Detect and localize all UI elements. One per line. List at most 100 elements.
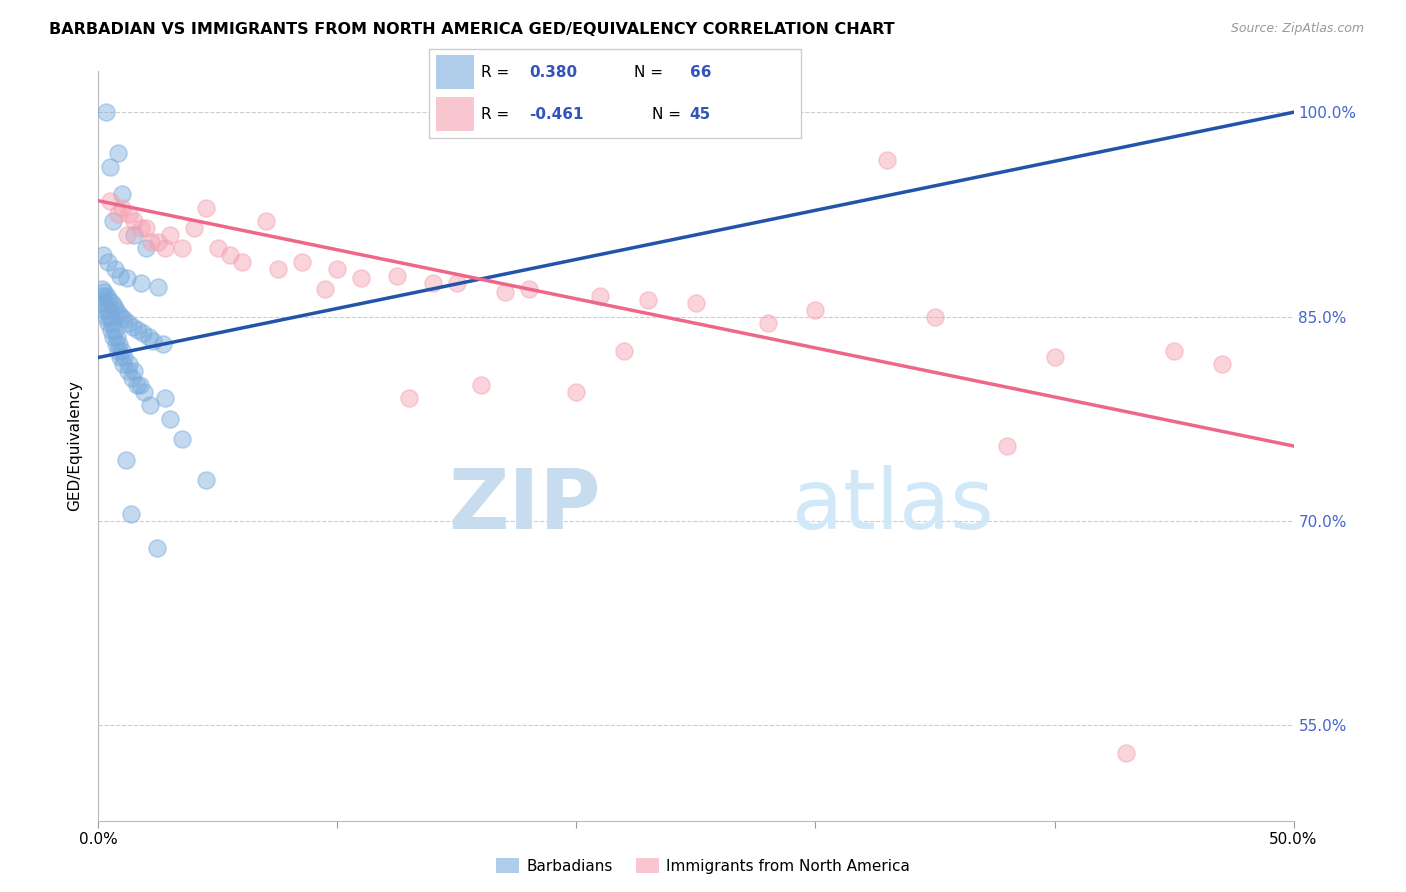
Point bbox=[96, 289, 118, 303]
Point bbox=[148, 279, 170, 293]
Point bbox=[105, 330, 128, 344]
Point bbox=[129, 377, 152, 392]
Point bbox=[231, 255, 253, 269]
Point bbox=[94, 296, 117, 310]
Point bbox=[127, 323, 149, 337]
Point bbox=[131, 326, 153, 340]
Point bbox=[107, 307, 129, 321]
Point bbox=[924, 310, 946, 324]
Point bbox=[267, 261, 290, 276]
Point bbox=[876, 153, 898, 167]
Point bbox=[104, 336, 127, 351]
Point bbox=[804, 302, 827, 317]
Point bbox=[155, 242, 177, 256]
Text: R =: R = bbox=[481, 65, 515, 79]
Text: 0.380: 0.380 bbox=[530, 65, 578, 79]
Point bbox=[315, 282, 337, 296]
Point bbox=[756, 317, 779, 331]
Point bbox=[93, 285, 115, 299]
Point bbox=[138, 330, 160, 344]
Point bbox=[637, 293, 659, 308]
Point bbox=[148, 235, 170, 249]
Point bbox=[155, 392, 177, 406]
Point bbox=[131, 221, 153, 235]
Point bbox=[995, 439, 1018, 453]
Point bbox=[685, 296, 707, 310]
Point bbox=[195, 473, 218, 487]
Point bbox=[115, 227, 138, 242]
Point bbox=[183, 221, 205, 235]
Point bbox=[254, 214, 277, 228]
Point bbox=[94, 310, 117, 324]
Point bbox=[105, 302, 128, 317]
Point bbox=[139, 398, 162, 412]
Point bbox=[98, 194, 122, 208]
Bar bbox=[436, 97, 474, 131]
Point bbox=[97, 317, 120, 331]
Point bbox=[159, 411, 181, 425]
Point bbox=[103, 299, 125, 313]
Point bbox=[139, 235, 162, 249]
Text: BARBADIAN VS IMMIGRANTS FROM NORTH AMERICA GED/EQUIVALENCY CORRELATION CHART: BARBADIAN VS IMMIGRANTS FROM NORTH AMERI… bbox=[49, 22, 894, 37]
Point bbox=[96, 302, 118, 317]
Point bbox=[111, 357, 134, 371]
Point bbox=[350, 271, 373, 285]
Point bbox=[101, 214, 124, 228]
Text: N =: N = bbox=[634, 65, 668, 79]
Point bbox=[104, 323, 127, 337]
Text: 45: 45 bbox=[690, 107, 711, 121]
Point bbox=[219, 248, 242, 262]
Point bbox=[118, 207, 141, 221]
Point bbox=[122, 320, 145, 334]
Point bbox=[422, 276, 444, 290]
Y-axis label: GED/Equivalency: GED/Equivalency bbox=[67, 381, 83, 511]
Point bbox=[112, 351, 135, 365]
Text: atlas: atlas bbox=[792, 466, 993, 547]
Point bbox=[110, 351, 132, 365]
Point bbox=[494, 285, 516, 299]
Text: ZIP: ZIP bbox=[449, 466, 600, 547]
Point bbox=[100, 323, 122, 337]
Point bbox=[117, 317, 139, 331]
Point bbox=[108, 268, 131, 283]
Point bbox=[124, 227, 146, 242]
Point bbox=[517, 282, 540, 296]
Point bbox=[146, 541, 169, 556]
Point bbox=[1163, 343, 1185, 358]
Point bbox=[98, 310, 121, 324]
Point bbox=[107, 343, 129, 358]
Point bbox=[111, 201, 134, 215]
Point bbox=[613, 343, 636, 358]
Point bbox=[152, 336, 174, 351]
Point bbox=[172, 242, 194, 256]
Point bbox=[131, 276, 153, 290]
Point bbox=[1115, 746, 1137, 760]
Point bbox=[291, 255, 314, 269]
Text: R =: R = bbox=[481, 107, 515, 121]
Point bbox=[91, 282, 114, 296]
Point bbox=[107, 146, 129, 161]
Point bbox=[90, 296, 112, 310]
Point bbox=[101, 317, 124, 331]
Point bbox=[100, 296, 122, 310]
Point bbox=[97, 255, 120, 269]
Point bbox=[172, 432, 194, 446]
Point bbox=[470, 377, 492, 392]
Point bbox=[385, 268, 409, 283]
Point bbox=[565, 384, 588, 399]
Point bbox=[103, 330, 125, 344]
Point bbox=[118, 357, 141, 371]
Point bbox=[159, 227, 181, 242]
Text: N =: N = bbox=[652, 107, 686, 121]
Point bbox=[91, 289, 114, 303]
Point bbox=[207, 242, 229, 256]
Point bbox=[91, 248, 114, 262]
Text: 66: 66 bbox=[690, 65, 711, 79]
Point bbox=[589, 289, 612, 303]
Point bbox=[117, 364, 139, 378]
Point bbox=[398, 392, 420, 406]
Point bbox=[446, 276, 468, 290]
Point bbox=[94, 105, 117, 120]
Text: -0.461: -0.461 bbox=[530, 107, 583, 121]
Point bbox=[110, 310, 132, 324]
